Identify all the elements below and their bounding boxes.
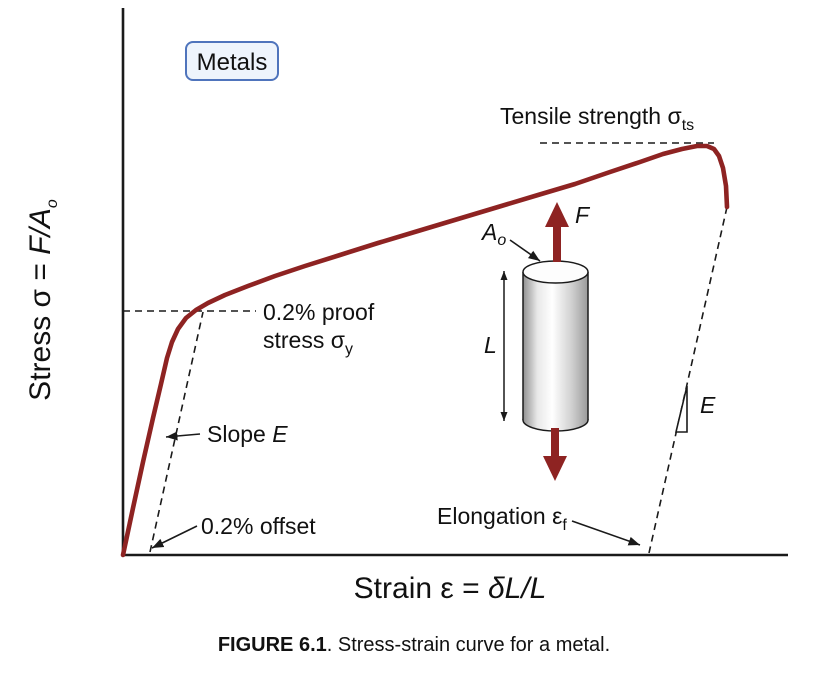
offset-label: 0.2% offset [201,513,316,539]
elongation-label: Elongation εf [437,503,567,534]
elongation-arrow [571,520,641,546]
force-arrow-up-head [545,202,569,227]
offset-arrow [151,525,198,549]
plot-axes [121,8,788,557]
stress-strain-curve [120,143,730,558]
elongation-dashed-line [648,206,728,554]
figure-caption: FIGURE 6.1. Stress-strain curve for a me… [218,634,610,656]
modulus-triangle [674,385,688,433]
force-arrow-down-head [543,456,567,481]
y-axis-title: Stress σ = F/Ao [24,199,61,401]
force-label: F [575,202,591,228]
proof-stress-label-line1: 0.2% proof [263,299,375,325]
proof-stress-label-line2: stress σy [263,327,353,358]
length-label: L [484,332,497,358]
metals-box-label: Metals [197,49,268,76]
slope-arrow [165,431,201,441]
modulus-label: E [700,392,716,418]
slope-label: Slope E [207,421,288,447]
cylinder-body [523,272,588,420]
specimen-illustration [500,202,589,481]
x-axis-title: Strain ε = δL/L [354,572,547,605]
offset-dashed-line [149,311,204,553]
metals-box [185,41,279,81]
cylinder-top-face [522,260,589,284]
area-label: Ao [480,219,506,249]
tensile-strength-label: Tensile strength σts [500,103,694,134]
area-arrow [509,239,541,262]
